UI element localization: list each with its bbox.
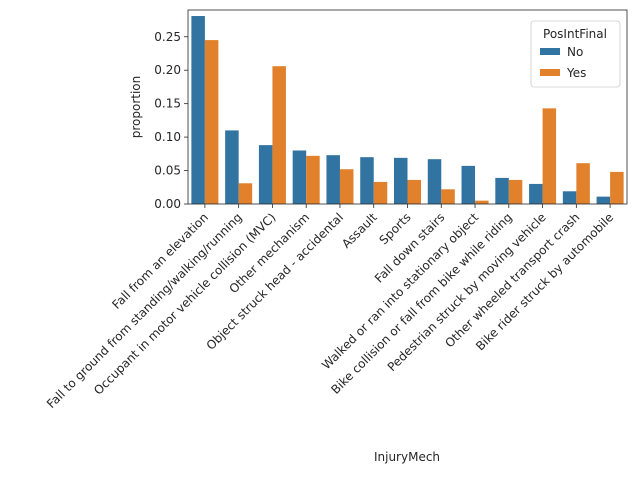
bar-no-8: [461, 165, 476, 204]
y-tick-label-0: 0.00: [154, 197, 181, 211]
bar-no-2: [258, 145, 273, 204]
legend-label-no: No: [567, 45, 583, 59]
bar-yes-7: [441, 189, 455, 204]
bar-yes-4: [339, 169, 354, 204]
bar-yes-0: [204, 40, 219, 204]
bar-yes-1: [238, 183, 253, 204]
y-tick-label-1: 0.05: [154, 164, 181, 178]
bar-yes-3: [306, 155, 320, 204]
legend: PosIntFinal No Yes: [530, 20, 621, 88]
legend-title: PosIntFinal: [543, 27, 607, 41]
bar-yes-6: [407, 179, 422, 204]
y-axis: 0.00 0.05 0.10 0.15 0.20 0.25: [154, 30, 188, 211]
legend-swatch-yes: [540, 69, 560, 76]
bar-yes-12: [610, 171, 624, 204]
y-tick-label-5: 0.25: [154, 30, 181, 44]
x-axis-label: InjuryMech: [374, 450, 440, 464]
bar-yes-2: [272, 66, 286, 204]
x-tick-label-1: Fall to ground from standing/walking/run…: [44, 210, 245, 411]
bar-no-9: [495, 177, 509, 204]
legend-swatch-no: [540, 48, 560, 55]
plot-frame: [187, 9, 628, 205]
y-axis-label: proportion: [129, 76, 143, 139]
bar-yes-8: [475, 200, 489, 204]
bar-no-10: [529, 183, 543, 204]
bar-no-1: [225, 130, 239, 204]
bar-no-11: [562, 191, 577, 204]
bar-no-5: [360, 157, 374, 204]
y-tick-label-4: 0.20: [154, 63, 181, 77]
bar-no-3: [292, 150, 307, 204]
bar-no-7: [427, 159, 442, 204]
bar-yes-5: [373, 181, 388, 204]
legend-label-yes: Yes: [566, 66, 586, 80]
bar-no-4: [326, 155, 340, 204]
bar-yes-11: [576, 163, 590, 204]
bar-no-12: [596, 196, 611, 204]
y-tick-label-2: 0.10: [154, 130, 181, 144]
bar-no-6: [393, 157, 408, 204]
x-tick-label-5: Assault: [339, 210, 380, 251]
y-tick-label-3: 0.15: [154, 97, 181, 111]
bars-group: [191, 16, 624, 204]
bar-yes-10: [542, 108, 557, 204]
bar-yes-9: [508, 179, 523, 204]
bar-no-0: [191, 16, 205, 204]
